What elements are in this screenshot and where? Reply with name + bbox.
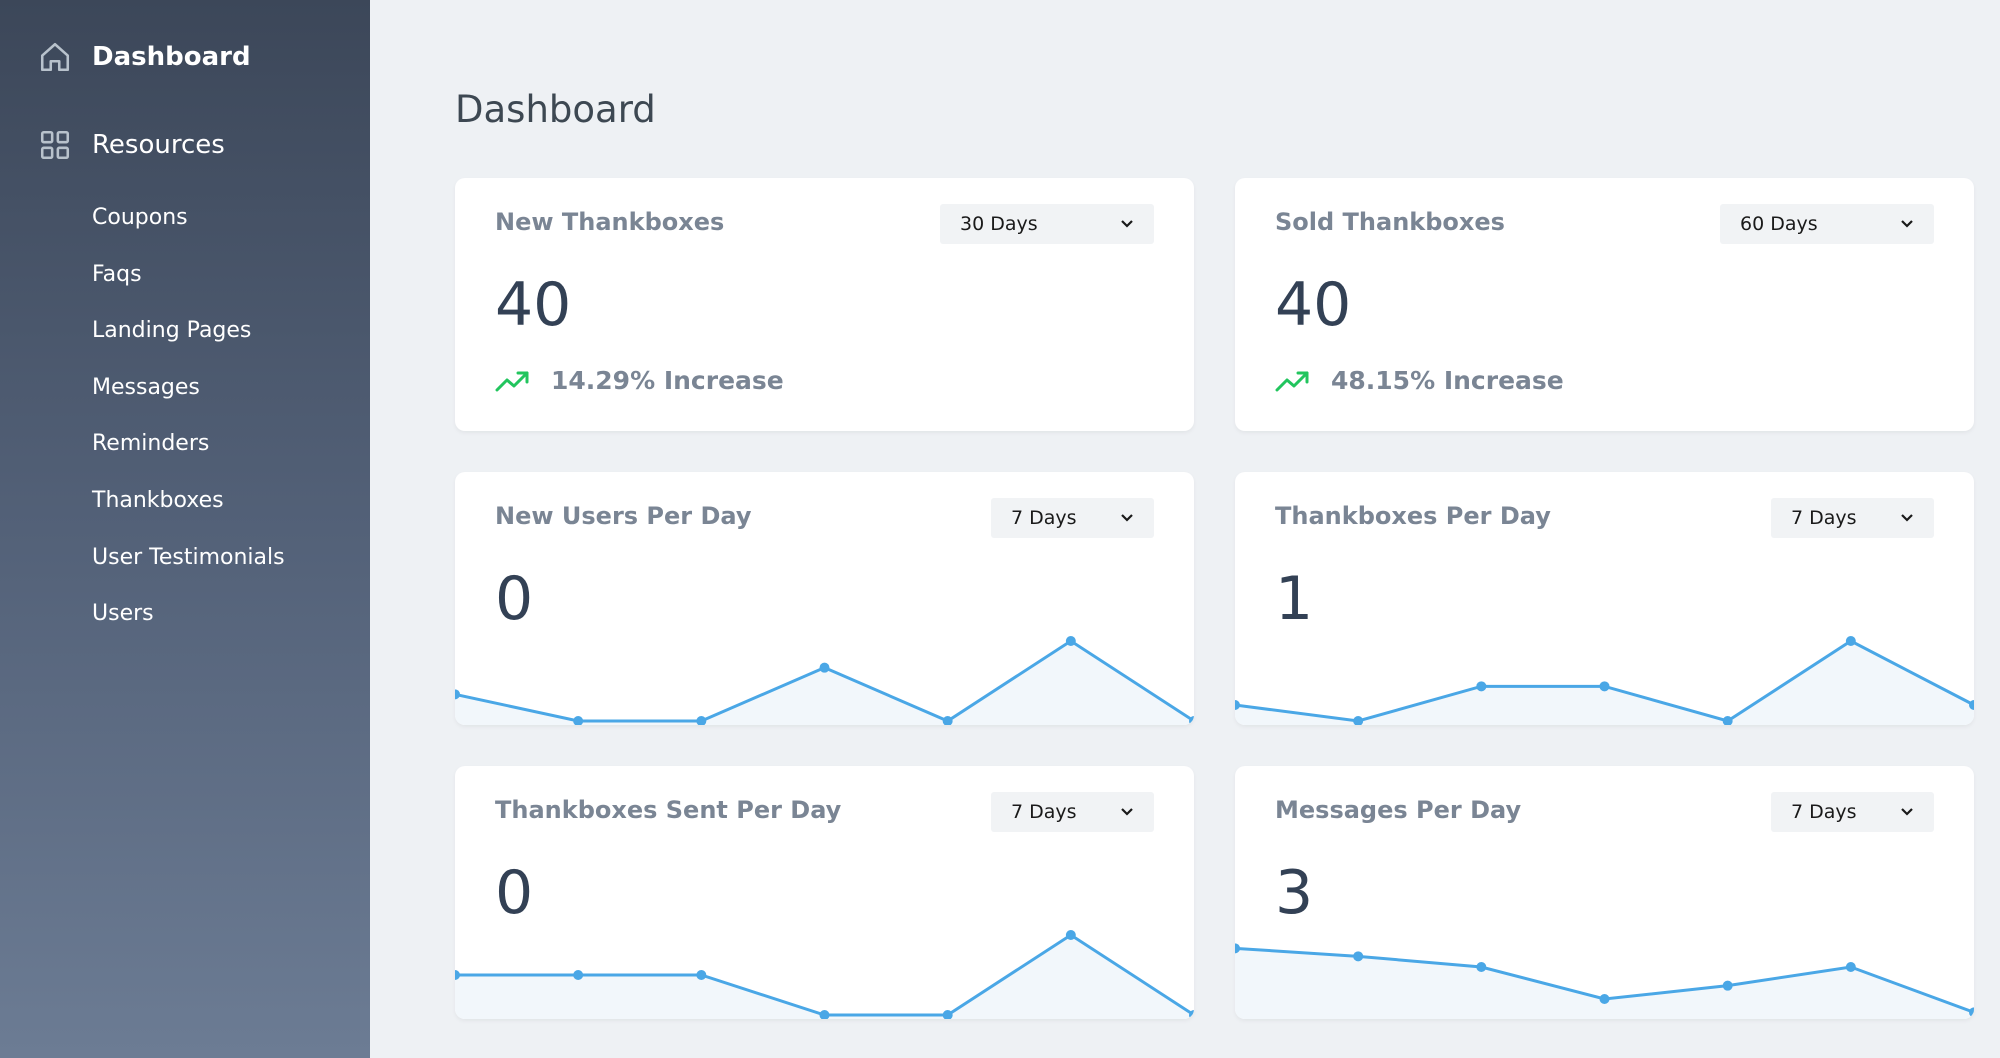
range-select-value: 60 Days	[1740, 213, 1818, 235]
sparkline-point	[696, 970, 707, 980]
card-title: Messages Per Day	[1275, 796, 1522, 824]
sparkline-point	[819, 662, 830, 673]
card-sold-thankboxes: Sold Thankboxes 60 Days 40 48.15% Increa…	[1235, 178, 1974, 431]
metric-value: 0	[495, 564, 534, 634]
card-thankboxes-sent-per-day: Thankboxes Sent Per Day 7 Days 0	[455, 766, 1194, 1019]
range-select[interactable]: 7 Days	[991, 498, 1154, 538]
resource-list: Coupons Faqs Landing Pages Messages Remi…	[92, 198, 285, 651]
sparkline-point	[1189, 1010, 1194, 1019]
chevron-down-icon	[1121, 514, 1133, 522]
sidebar-item-reminders[interactable]: Reminders	[92, 431, 210, 457]
sparkline-point	[1722, 980, 1733, 991]
sparkline-area	[455, 935, 1194, 1019]
sparkline-chart	[1235, 943, 1974, 1019]
sparkline-point	[1235, 943, 1240, 954]
trend-indicator: 14.29% Increase	[495, 366, 784, 395]
card-title: Thankboxes Per Day	[1275, 502, 1551, 530]
sparkline-chart	[455, 636, 1194, 725]
sparkline-point	[1235, 700, 1240, 710]
range-select[interactable]: 7 Days	[991, 792, 1154, 832]
metric-value: 0	[495, 858, 534, 928]
card-title: New Users Per Day	[495, 502, 752, 530]
grid-icon	[40, 130, 70, 160]
chevron-down-icon	[1901, 220, 1913, 228]
sidebar-item-thankboxes[interactable]: Thankboxes	[92, 487, 224, 513]
sparkline-area	[1235, 948, 1974, 1019]
range-select-value: 7 Days	[1791, 801, 1857, 823]
sidebar-item-messages[interactable]: Messages	[92, 374, 200, 400]
metric-value: 3	[1275, 858, 1314, 928]
range-select-value: 30 Days	[960, 213, 1038, 235]
chevron-down-icon	[1901, 808, 1913, 816]
range-select[interactable]: 7 Days	[1771, 498, 1934, 538]
main-content: Dashboard New Thankboxes 30 Days 40 14.2…	[370, 0, 2000, 1058]
sidebar-item-users[interactable]: Users	[92, 601, 154, 627]
sparkline-point	[1476, 962, 1487, 972]
trending-up-icon	[1275, 371, 1309, 391]
sidebar: Dashboard Resources Coupons Faqs Landing…	[0, 0, 370, 1058]
card-messages-per-day: Messages Per Day 7 Days 3	[1235, 766, 1974, 1019]
metric-value: 40	[495, 270, 572, 340]
sparkline-chart	[455, 930, 1194, 1019]
range-select[interactable]: 30 Days	[940, 204, 1154, 244]
nav-resources[interactable]: Resources	[38, 125, 225, 165]
sparkline-point	[942, 1010, 953, 1019]
home-icon	[40, 42, 70, 72]
card-new-users-per-day: New Users Per Day 7 Days 0	[455, 472, 1194, 725]
card-new-thankboxes: New Thankboxes 30 Days 40 14.29% Increas…	[455, 178, 1194, 431]
sidebar-item-coupons[interactable]: Coupons	[92, 205, 188, 230]
range-select-value: 7 Days	[1791, 507, 1857, 529]
sparkline-point	[819, 1010, 830, 1019]
sparkline-point	[573, 716, 584, 725]
trending-up-icon	[495, 371, 529, 391]
sparkline-point	[1722, 716, 1733, 725]
nav-resources-label: Resources	[92, 130, 225, 160]
sparkline-area	[455, 641, 1194, 725]
card-title: New Thankboxes	[495, 208, 725, 236]
sparkline-point	[573, 970, 584, 980]
card-thankboxes-per-day: Thankboxes Per Day 7 Days 1	[1235, 472, 1974, 725]
trend-text: 48.15% Increase	[1331, 366, 1564, 395]
sidebar-item-user-testimonials[interactable]: User Testimonials	[92, 544, 285, 570]
chevron-down-icon	[1121, 808, 1133, 816]
sparkline-point	[1845, 962, 1856, 972]
sparkline-point	[696, 716, 707, 725]
page-title: Dashboard	[455, 88, 656, 131]
sparkline-point	[455, 689, 460, 700]
range-select-value: 7 Days	[1011, 507, 1077, 529]
sparkline-point	[942, 716, 953, 725]
range-select[interactable]: 60 Days	[1720, 204, 1934, 244]
nav-dashboard-label: Dashboard	[92, 42, 251, 72]
sparkline-point	[1599, 994, 1610, 1004]
sparkline-point	[1065, 930, 1076, 940]
sparkline-point	[1353, 716, 1364, 725]
nav-dashboard[interactable]: Dashboard	[38, 37, 251, 77]
sparkline-point	[1969, 700, 1974, 710]
sparkline-point	[1969, 1007, 1974, 1018]
sparkline-point	[1476, 681, 1487, 692]
sparkline-point	[1065, 636, 1076, 646]
sparkline-point	[1189, 716, 1194, 725]
chevron-down-icon	[1901, 514, 1913, 522]
card-title: Thankboxes Sent Per Day	[495, 796, 842, 824]
trend-indicator: 48.15% Increase	[1275, 366, 1564, 395]
range-select[interactable]: 7 Days	[1771, 792, 1934, 832]
sparkline-point	[1599, 681, 1610, 692]
metric-value: 1	[1275, 564, 1314, 634]
range-select-value: 7 Days	[1011, 801, 1077, 823]
sidebar-item-landing-pages[interactable]: Landing Pages	[92, 318, 252, 344]
sparkline-point	[1845, 636, 1856, 646]
sidebar-item-faqs[interactable]: Faqs	[92, 261, 142, 287]
sparkline-chart	[1235, 636, 1974, 725]
chevron-down-icon	[1121, 220, 1133, 228]
trend-text: 14.29% Increase	[551, 366, 784, 395]
sparkline-point	[455, 970, 460, 980]
sparkline-point	[1353, 951, 1364, 962]
card-title: Sold Thankboxes	[1275, 208, 1505, 236]
metric-value: 40	[1275, 270, 1352, 340]
